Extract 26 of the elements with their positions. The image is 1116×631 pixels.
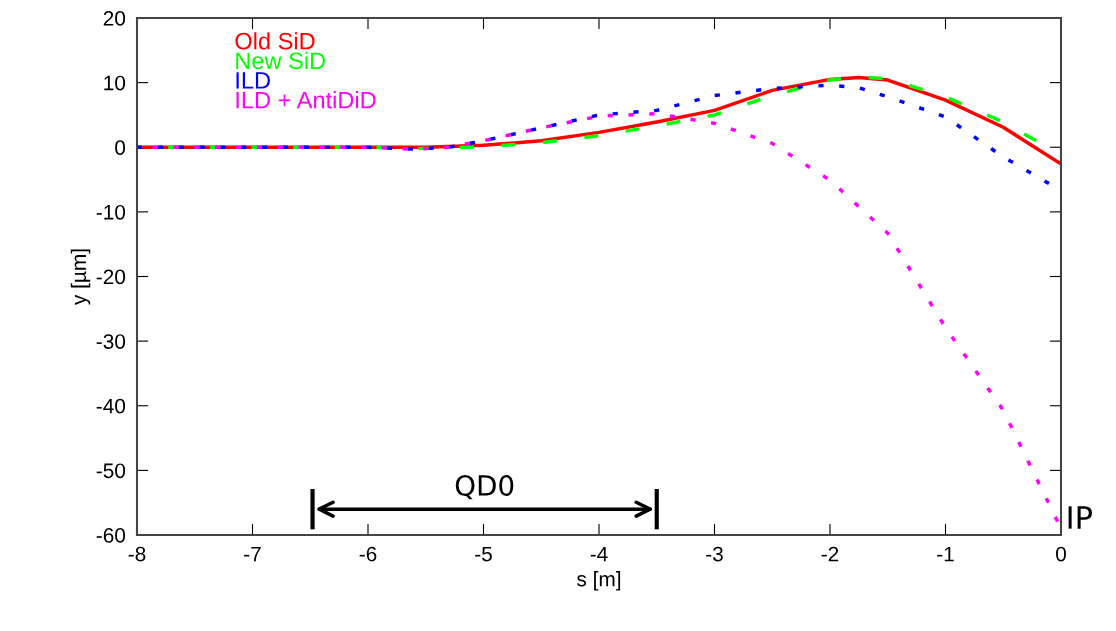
y-tick-label: -50	[96, 463, 126, 479]
y-tick-label: -10	[96, 204, 126, 220]
x-tick-label: -6	[359, 546, 377, 562]
y-tick-label: -60	[96, 528, 126, 543]
y-tick-label: -40	[96, 398, 126, 414]
text: ILD	[236, 72, 270, 89]
y-tick-label: 10	[104, 75, 126, 91]
y-tick-label: 20	[103, 11, 126, 26]
x-tick-label: 0	[1056, 546, 1066, 562]
text: IP	[1068, 506, 1093, 529]
x-axis-title: s [m]	[577, 571, 621, 591]
y-tick-label: -20	[96, 269, 126, 285]
x-tick-label: -7	[244, 546, 261, 562]
y-tick-label: -30	[96, 334, 126, 349]
text: Old SiD	[235, 32, 315, 50]
text: New SiD	[236, 51, 326, 70]
annotation: QD0	[455, 475, 514, 500]
x-tick-label: -1	[937, 546, 954, 562]
x-tick-label: -8	[128, 546, 146, 562]
y-axis-title: y [µm]	[70, 249, 91, 306]
y-tick-label: 0	[115, 140, 126, 155]
x-tick-label: -2	[821, 546, 839, 562]
x-tick-label: -3	[706, 546, 723, 562]
x-tick-label: -4	[590, 546, 608, 562]
x-tick-label: -5	[475, 546, 492, 562]
series-label: ILD + AntiDiD	[236, 91, 376, 109]
